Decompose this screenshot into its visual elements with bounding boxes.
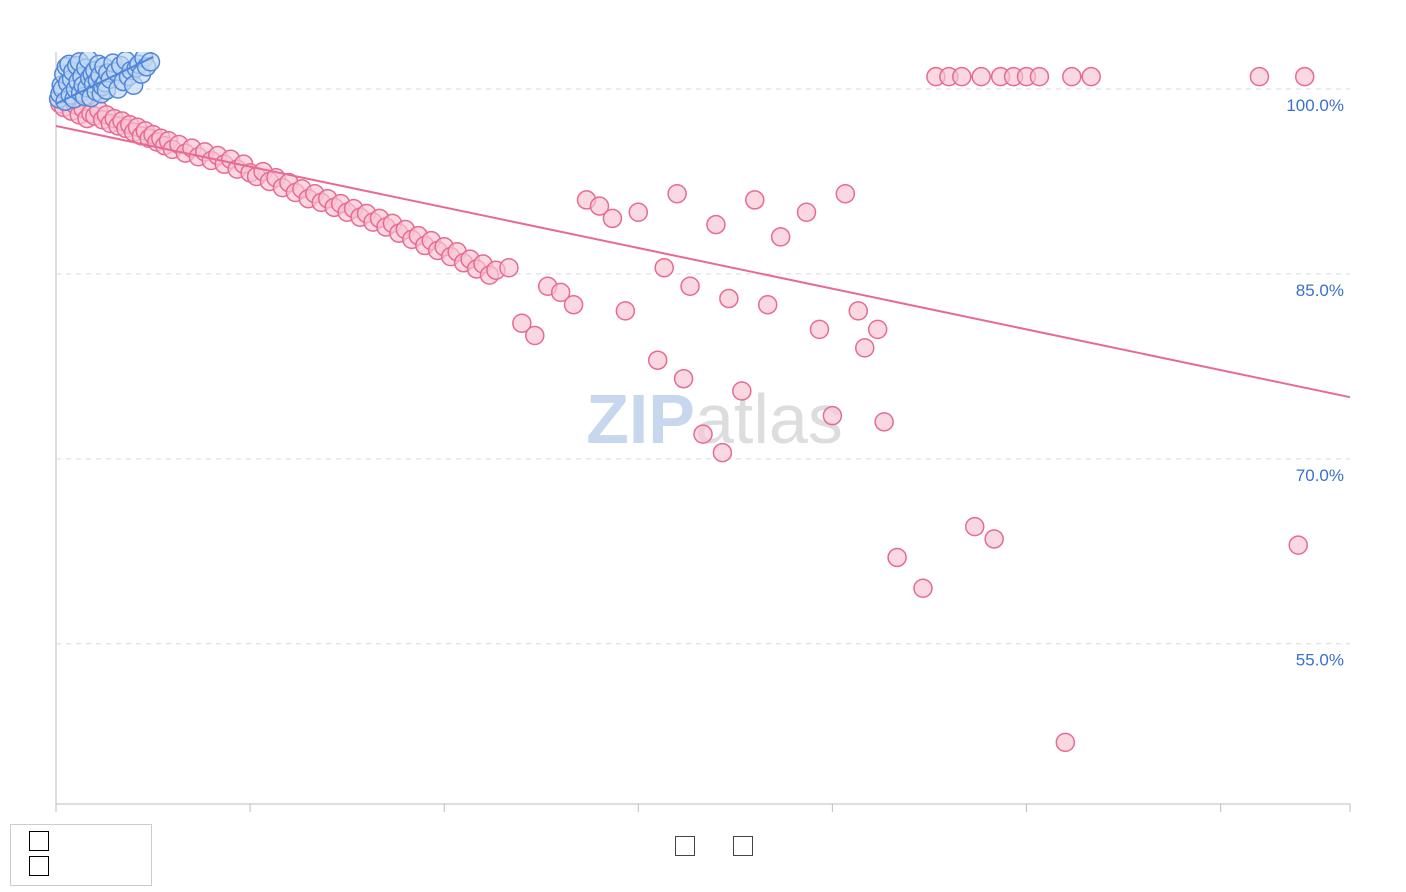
- series2-swatch-icon: [29, 856, 49, 876]
- svg-text:55.0%: 55.0%: [1296, 651, 1344, 670]
- svg-text:70.0%: 70.0%: [1296, 466, 1344, 485]
- bottom-legend: [10, 836, 1396, 858]
- legend-swatch-series2-icon: [733, 836, 753, 856]
- header: [10, 18, 1396, 46]
- scatter-plot: 55.0%70.0%85.0%100.0%ZIPatlas: [10, 52, 1396, 824]
- legend-swatch-series1-icon: [675, 836, 695, 856]
- chart-area: 55.0%70.0%85.0%100.0%ZIPatlas: [10, 52, 1396, 860]
- r-value-2: [71, 856, 83, 879]
- r-label-2: [57, 856, 69, 879]
- n-value-2: [127, 856, 139, 879]
- svg-text:100.0%: 100.0%: [1286, 96, 1344, 115]
- svg-text:85.0%: 85.0%: [1296, 281, 1344, 300]
- stats-row-series2: [23, 856, 139, 879]
- svg-text:ZIP: ZIP: [586, 380, 695, 458]
- n-label-2: [113, 856, 125, 879]
